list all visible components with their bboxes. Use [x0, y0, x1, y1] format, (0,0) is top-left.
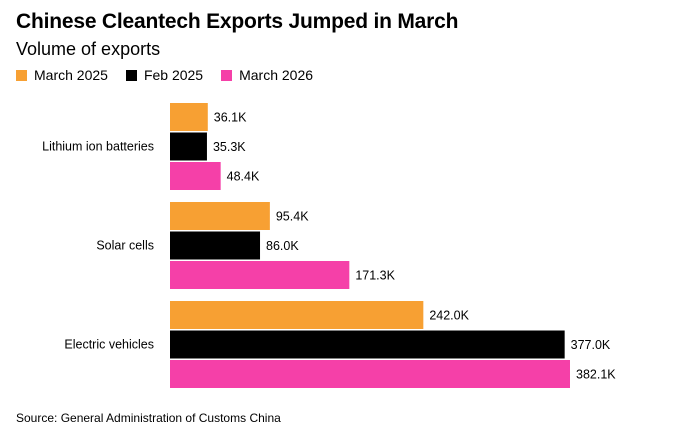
- data-label-solar-cells-feb-2025: 86.0K: [266, 239, 299, 253]
- bar-electric-vehicles-feb-2025: [170, 330, 565, 359]
- data-label-electric-vehicles-feb-2025: 377.0K: [571, 338, 611, 352]
- bar-solar-cells-march-2025: [170, 202, 270, 230]
- legend-swatch-feb-2025: [125, 69, 137, 81]
- legend: March 2025 Feb 2025 March 2026: [16, 67, 331, 83]
- source-note: Source: General Administration of Custom…: [16, 411, 281, 425]
- bar-electric-vehicles-march-2025: [170, 301, 424, 329]
- chart-title: Chinese Cleantech Exports Jumped in Marc…: [16, 10, 459, 33]
- legend-label-march-2026: March 2026: [239, 67, 314, 83]
- data-label-electric-vehicles-march-2026: 382.1K: [576, 368, 616, 382]
- category-label-electric-vehicles: Electric vehicles: [64, 338, 154, 352]
- legend-item-feb-2025: Feb 2025: [125, 67, 204, 83]
- bar-electric-vehicles-march-2026: [170, 360, 570, 388]
- data-label-solar-cells-march-2025: 95.4K: [276, 210, 309, 224]
- data-label-lithium-ion-batteries-march-2026: 48.4K: [227, 170, 260, 184]
- data-label-lithium-ion-batteries-march-2025: 36.1K: [214, 111, 247, 125]
- legend-item-march-2026: March 2026: [221, 67, 313, 83]
- category-label-lithium-ion-batteries: Lithium ion batteries: [42, 140, 154, 154]
- data-label-lithium-ion-batteries-feb-2025: 35.3K: [213, 140, 246, 154]
- data-label-electric-vehicles-march-2025: 242.0K: [429, 309, 469, 323]
- legend-item-march-2025: March 2025: [16, 67, 108, 83]
- legend-label-feb-2025: Feb 2025: [143, 67, 204, 83]
- bar-lithium-ion-batteries-march-2026: [170, 162, 221, 190]
- bar-solar-cells-feb-2025: [170, 231, 261, 260]
- bar-lithium-ion-batteries-feb-2025: [170, 132, 207, 161]
- legend-swatch-march-2025: [16, 69, 27, 81]
- legend-label-march-2025: March 2025: [34, 67, 108, 83]
- bar-lithium-ion-batteries-march-2025: [170, 103, 208, 131]
- legend-swatch-march-2026: [221, 69, 233, 81]
- category-label-solar-cells: Solar cells: [96, 239, 154, 253]
- chart-subtitle: Volume of exports: [16, 39, 161, 59]
- data-label-solar-cells-march-2026: 171.3K: [355, 269, 395, 283]
- bar-solar-cells-march-2026: [170, 261, 350, 289]
